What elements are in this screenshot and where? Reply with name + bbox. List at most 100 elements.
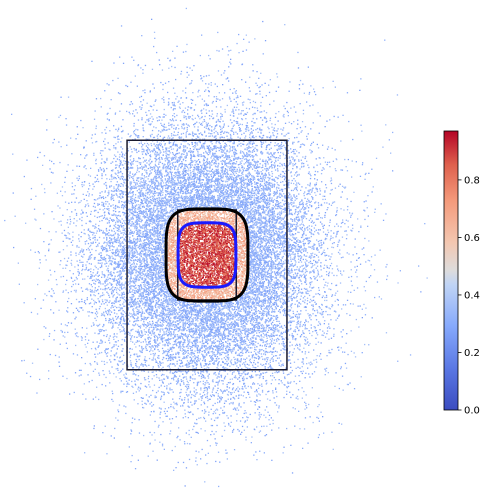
scatter-point [279,226,281,228]
scatter-point [215,317,217,319]
scatter-point [296,333,299,336]
scatter-point [354,238,356,240]
scatter-point [234,183,237,185]
scatter-point [136,182,138,184]
scatter-point [184,291,186,293]
scatter-point [284,188,286,190]
scatter-point [168,141,170,143]
scatter-point [255,278,258,280]
scatter-point [233,196,235,198]
scatter-point [185,317,188,319]
scatter-point [192,145,194,148]
scatter-point [206,161,208,163]
scatter-point [287,144,289,147]
scatter-point [122,156,124,158]
scatter-point [293,258,295,261]
scatter-point [214,438,216,440]
scatter-point [48,243,50,246]
scatter-point [349,303,352,305]
scatter-point [213,306,216,308]
scatter-point [264,272,266,274]
scatter-point [326,305,328,308]
scatter-point [144,282,146,284]
scatter-point [201,340,203,342]
scatter-point [108,294,110,296]
scatter-point [270,298,272,300]
scatter-point [234,375,237,377]
scatter-point [278,405,280,407]
scatter-point [166,319,168,321]
scatter-point [193,250,195,252]
scatter-point [201,197,203,199]
scatter-point [141,274,143,277]
scatter-point [186,154,188,156]
scatter-point [191,262,194,264]
scatter-point [168,392,170,394]
scatter-point [277,284,279,287]
scatter-point [183,356,185,358]
scatter-point [269,197,271,200]
scatter-point [171,234,173,236]
scatter-point [172,276,174,278]
scatter-point [199,323,201,325]
scatter-point [134,149,136,151]
scatter-point [199,309,202,311]
scatter-point [202,171,205,173]
scatter-point [304,324,306,326]
scatter-point [177,320,179,322]
scatter-point [256,211,258,214]
scatter-point [238,403,240,406]
scatter-point [215,166,217,168]
scatter-point [243,163,245,165]
scatter-point [226,251,228,254]
scatter-point [121,308,123,310]
scatter-point [227,332,230,334]
scatter-point [219,303,221,305]
scatter-point [298,270,301,272]
scatter-point [236,362,238,364]
scatter-point [136,214,138,216]
scatter-point [220,118,222,120]
scatter-point [220,229,222,231]
scatter-point [210,346,212,348]
scatter-point [206,178,208,180]
scatter-point [185,201,187,203]
scatter-point [205,230,207,232]
scatter-point [160,312,162,314]
scatter-point [144,305,146,307]
scatter-point [258,135,261,137]
scatter-point [116,279,118,282]
scatter-point [211,235,213,237]
scatter-point [250,241,252,243]
scatter-point [129,278,131,280]
scatter-point [192,236,194,238]
scatter-point [262,377,264,380]
scatter-point [109,243,111,245]
scatter-point [285,301,287,303]
scatter-point [187,176,189,178]
scatter-point [256,230,258,232]
scatter-point [241,133,243,136]
scatter-point [220,364,222,366]
scatter-point [185,160,187,162]
scatter-point [245,439,247,441]
scatter-point [190,237,192,239]
scatter-point [111,251,113,254]
scatter-point [204,318,206,320]
scatter-point [100,247,103,250]
scatter-point [180,133,183,135]
scatter-point [234,186,236,189]
scatter-point [246,187,249,189]
scatter-point [386,278,388,281]
scatter-point [318,132,320,134]
scatter-point [351,284,353,287]
scatter-point [207,203,209,205]
scatter-point [272,287,275,289]
scatter-point [251,278,253,280]
scatter-point [179,171,181,173]
scatter-point [110,350,112,352]
scatter-point [240,286,242,288]
scatter-point [176,302,178,304]
scatter-point [233,88,235,90]
scatter-point [134,221,136,223]
